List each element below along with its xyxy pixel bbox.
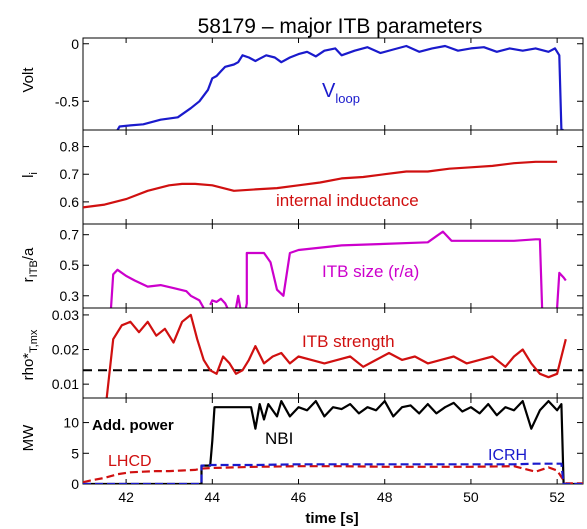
annotation-rho-0: ITB strength — [302, 332, 395, 351]
series-line-rtb-seg1 — [209, 297, 229, 308]
y-tick-label-rtb: 0.3 — [60, 288, 80, 304]
y-tick-label-li: 0.6 — [60, 194, 80, 210]
y-tick-label-rtb: 0.7 — [60, 227, 80, 243]
series-line-vloop — [116, 44, 564, 130]
x-axis-label: time [s] — [305, 510, 358, 527]
y-tick-label-li: 0.8 — [60, 139, 80, 155]
x-tick-label: 48 — [377, 489, 393, 505]
y-axis-label-rho: rho*T,mx — [20, 329, 40, 380]
annotation-li-0: internal inductance — [276, 191, 419, 210]
x-tick-label: 44 — [205, 489, 221, 505]
annotation-power-3: ICRH — [488, 447, 527, 464]
y-tick-label-rho: 0.02 — [52, 342, 79, 358]
series-line-li — [83, 160, 558, 209]
series-line-rtb-seg0 — [109, 268, 205, 308]
annotation-power-2: LHCD — [108, 453, 152, 470]
y-axis-label-rtb: rITB/a — [20, 247, 40, 282]
y-tick-label-li: 0.7 — [60, 166, 80, 182]
panel-power-frame — [82, 397, 584, 485]
x-tick-label: 52 — [549, 489, 565, 505]
x-tick-label: 42 — [118, 489, 134, 505]
y-tick-label-power: 10 — [63, 415, 79, 431]
series-line-rho — [105, 313, 567, 398]
series-line-power-nbi — [83, 400, 583, 484]
y-tick-label-vloop: 0 — [71, 36, 79, 52]
series-line-rtb-seg3 — [244, 230, 544, 308]
y-axis-label-vloop: Volt — [20, 67, 37, 93]
y-axis-label-power: MW — [20, 424, 37, 451]
annotation-rtb-0: ITB size (r/a) — [322, 262, 419, 281]
series-line-rtb-seg4 — [556, 271, 567, 308]
y-tick-label-power: 5 — [71, 445, 79, 461]
annotation-power-0: Add. power — [92, 417, 174, 434]
series-line-power-lhcd — [83, 465, 583, 484]
y-tick-label-rtb: 0.5 — [60, 257, 80, 273]
y-tick-label-rho: 0.01 — [52, 376, 79, 392]
x-tick-label: 46 — [291, 489, 307, 505]
x-tick-label: 50 — [463, 489, 479, 505]
y-tick-label-rho: 0.03 — [52, 307, 79, 323]
annotation-vloop-0: Vloop — [322, 80, 360, 106]
y-tick-label-vloop: -0.5 — [55, 93, 79, 109]
chart-title: 58179 – major ITB parameters — [198, 15, 483, 38]
panel-rho-frame — [82, 307, 584, 399]
y-tick-label-power: 0 — [71, 476, 79, 492]
y-axis-label-li: li — [20, 172, 40, 178]
annotation-power-1: NBI — [265, 429, 293, 448]
series-line-rtb-seg2 — [234, 294, 242, 308]
